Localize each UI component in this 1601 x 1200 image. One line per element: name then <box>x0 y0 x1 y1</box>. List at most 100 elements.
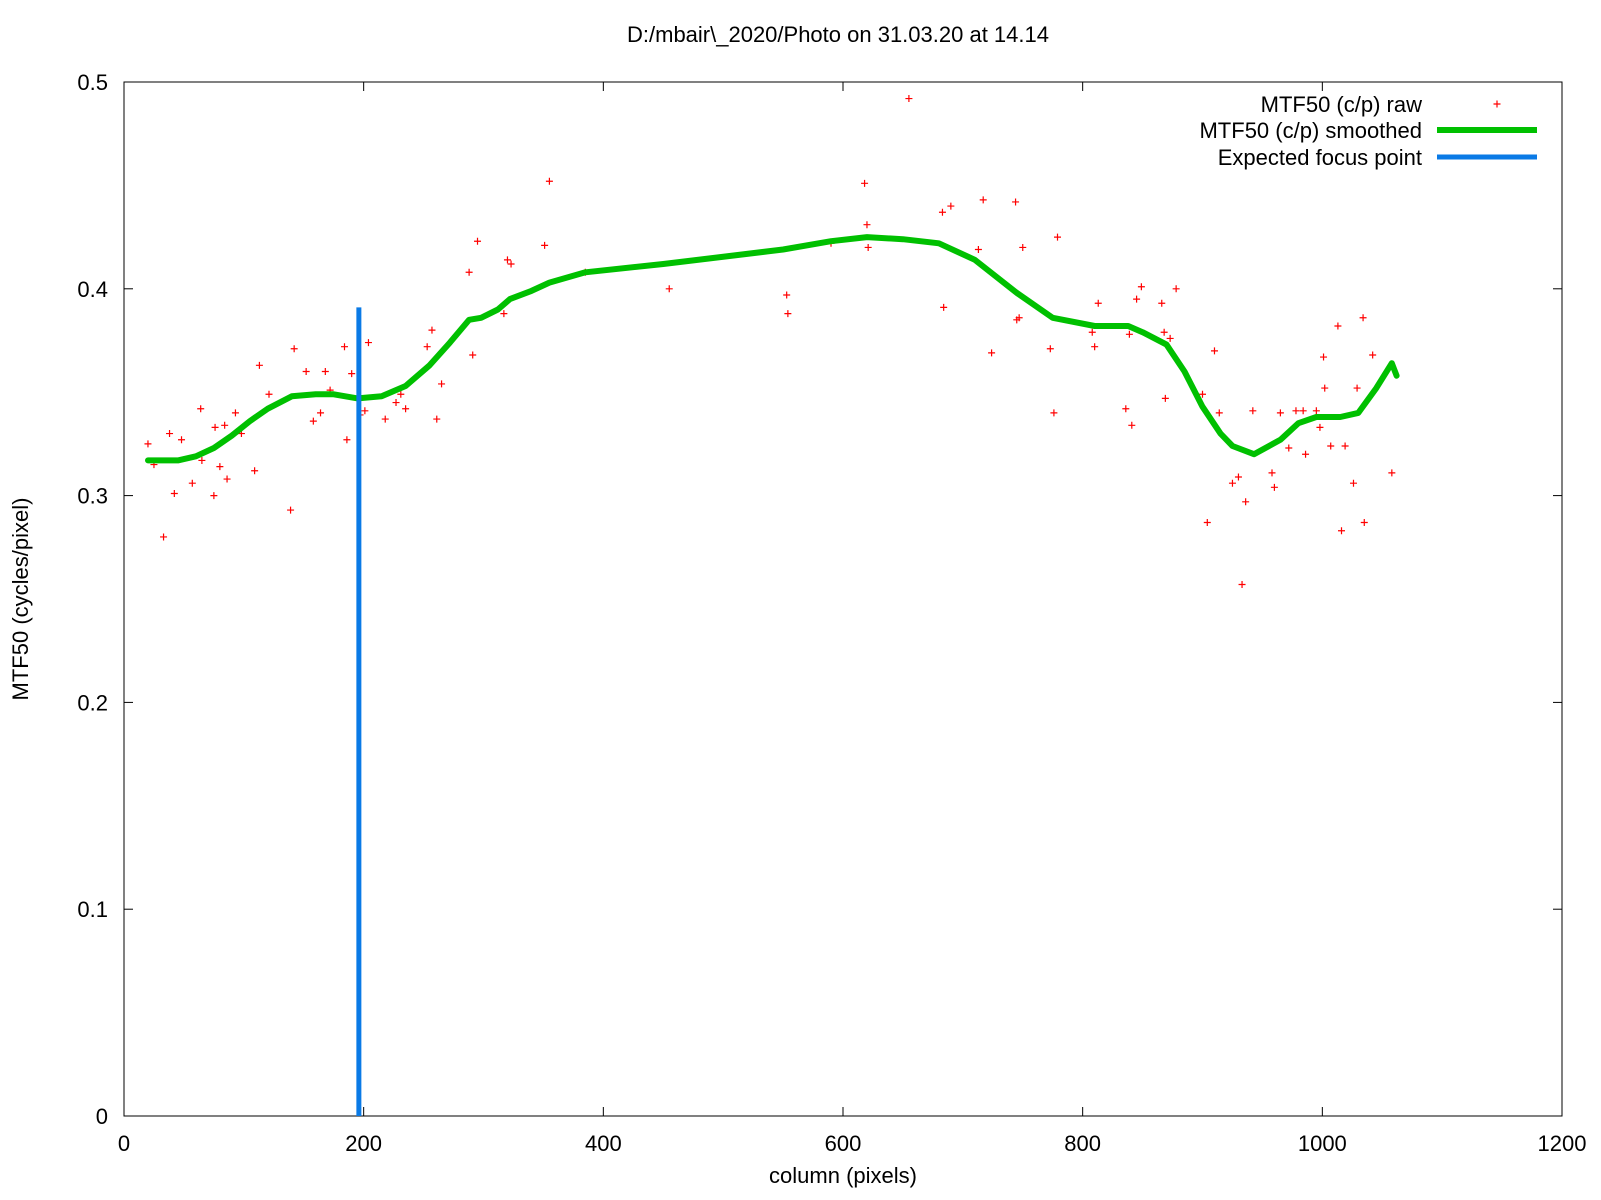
raw-data-point <box>309 417 317 425</box>
raw-data-point <box>160 533 168 541</box>
raw-data-point <box>1285 444 1293 452</box>
raw-data-point <box>783 291 791 299</box>
raw-data-point <box>251 467 259 475</box>
raw-data-point <box>1210 347 1218 355</box>
x-tick-label: 0 <box>118 1131 130 1156</box>
raw-data-point <box>1158 299 1166 307</box>
raw-data-point <box>178 436 186 444</box>
y-tick-label: 0 <box>96 1104 108 1129</box>
x-tick-label: 1200 <box>1538 1131 1587 1156</box>
raw-data-point <box>1234 473 1242 481</box>
raw-data-point <box>974 246 982 254</box>
x-tick-label: 400 <box>585 1131 622 1156</box>
y-tick-label: 0.3 <box>77 484 108 509</box>
raw-data-point <box>1015 314 1023 322</box>
raw-data-point <box>864 243 872 251</box>
raw-data-point <box>343 436 351 444</box>
raw-data-point <box>1161 394 1169 402</box>
raw-data-point <box>474 237 482 245</box>
raw-data-point <box>905 95 913 103</box>
raw-data-point <box>1199 390 1206 398</box>
raw-data-point <box>317 409 325 417</box>
raw-data-point <box>1215 409 1223 417</box>
raw-data-point <box>1160 328 1168 336</box>
raw-data-point <box>340 343 348 351</box>
raw-data-point <box>210 492 218 500</box>
raw-data-point <box>1166 334 1174 342</box>
raw-data-point <box>428 326 436 334</box>
y-tick-label: 0.5 <box>77 70 108 95</box>
raw-data-point <box>1122 405 1130 413</box>
raw-data-point <box>402 405 410 413</box>
raw-data-point <box>1228 479 1236 487</box>
raw-data-point <box>1359 314 1367 322</box>
raw-data-point <box>302 368 310 376</box>
raw-data-point <box>1242 498 1250 506</box>
raw-data-point <box>1249 407 1257 415</box>
raw-data-point <box>1327 442 1335 450</box>
raw-data-point <box>1046 345 1054 353</box>
legend-sample-raw <box>1493 100 1501 108</box>
raw-data-point <box>1349 479 1357 487</box>
raw-data-point <box>381 415 389 423</box>
raw-data-point <box>231 409 239 417</box>
x-tick-label: 600 <box>825 1131 862 1156</box>
raw-data-point <box>863 221 871 229</box>
y-tick-label: 0.2 <box>77 690 108 715</box>
raw-data-point <box>197 405 205 413</box>
raw-data-point <box>1312 407 1320 415</box>
y-tick-label: 0.4 <box>77 277 108 302</box>
raw-data-point <box>665 285 673 293</box>
raw-data-point <box>784 310 792 318</box>
raw-points <box>144 95 1396 589</box>
raw-data-point <box>392 399 400 407</box>
raw-data-point <box>170 490 178 498</box>
raw-data-point <box>1125 330 1133 338</box>
raw-data-point <box>216 463 224 471</box>
y-axis-label: MTF50 (cycles/pixel) <box>8 498 33 701</box>
raw-data-point <box>1360 518 1368 526</box>
raw-data-point <box>465 268 473 276</box>
raw-data-point <box>947 202 955 210</box>
raw-data-point <box>1268 469 1276 477</box>
raw-data-point <box>1276 409 1284 417</box>
raw-data-point <box>223 475 231 483</box>
raw-data-point <box>166 430 174 438</box>
smoothed-line <box>145 234 1400 464</box>
raw-data-point <box>1203 518 1211 526</box>
raw-data-point <box>1316 423 1324 431</box>
raw-data-point <box>1133 295 1141 303</box>
raw-data-point <box>1299 407 1307 415</box>
raw-data-point <box>1088 328 1096 336</box>
raw-data-point <box>938 208 946 216</box>
legend-label: Expected focus point <box>1218 145 1422 170</box>
raw-data-point <box>144 440 152 448</box>
raw-data-point <box>255 361 263 369</box>
raw-data-point <box>1270 483 1278 491</box>
raw-data-point <box>321 368 329 376</box>
raw-data-point <box>188 479 196 487</box>
raw-data-point <box>1137 283 1145 291</box>
raw-data-point <box>541 241 549 249</box>
raw-data-point <box>265 390 273 398</box>
raw-data-point <box>1128 421 1136 429</box>
x-axis-label: column (pixels) <box>769 1163 917 1188</box>
raw-data-point <box>469 351 477 359</box>
raw-data-point <box>1238 581 1246 589</box>
raw-data-point <box>1050 409 1058 417</box>
raw-data-point <box>221 421 229 429</box>
raw-data-point <box>503 256 511 264</box>
raw-data-point <box>1369 351 1377 359</box>
axis-ticks: 0 200 400 600 800 1000 1200 0 0.1 0.2 0.3 0.4 0.5 <box>77 70 1586 1156</box>
raw-data-point <box>1353 384 1361 392</box>
raw-data-point <box>423 343 431 351</box>
y-tick-label: 0.1 <box>77 897 108 922</box>
raw-data-point <box>1012 198 1020 206</box>
raw-data-point <box>940 303 948 311</box>
raw-data-point <box>287 506 295 514</box>
raw-data-point <box>198 456 206 464</box>
raw-data-point <box>1091 343 1099 351</box>
raw-data-point <box>1321 384 1329 392</box>
